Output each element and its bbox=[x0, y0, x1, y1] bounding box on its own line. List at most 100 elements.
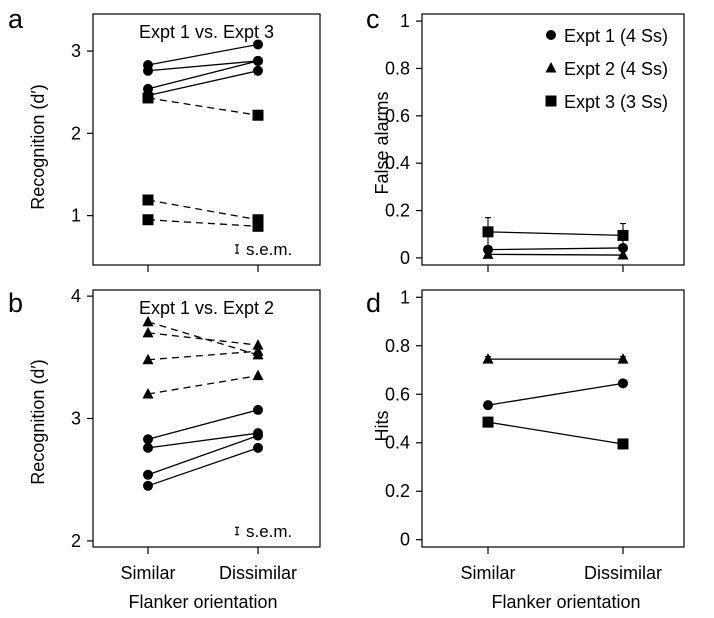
series-line-b bbox=[147, 350, 259, 361]
legend-marker-square bbox=[545, 95, 557, 107]
panel-letter-c: c bbox=[366, 4, 380, 34]
data-point-circle-b bbox=[253, 442, 263, 453]
series-line-a bbox=[147, 43, 259, 66]
plot-frame-c bbox=[421, 13, 685, 266]
series-line-b bbox=[147, 321, 259, 356]
y-axis-label-c: False alarms bbox=[372, 91, 392, 194]
data-point-triangle-d bbox=[617, 353, 629, 364]
plot-frame-a bbox=[92, 13, 321, 266]
y-axis-label-b: Recognition (d′) bbox=[28, 359, 48, 484]
plot-frame-d bbox=[421, 289, 685, 548]
data-point-circle-b bbox=[253, 404, 263, 415]
y-tick-label-a: 1 bbox=[71, 206, 81, 226]
x-tick-label-b: Dissimilar bbox=[219, 563, 297, 583]
series-line-c bbox=[487, 231, 624, 237]
y-tick-label-d: 0 bbox=[400, 530, 410, 550]
data-point-circle-a bbox=[143, 65, 153, 76]
series-line-b bbox=[147, 435, 259, 476]
panel-letter-d: d bbox=[366, 288, 381, 318]
plot-area-b: 2 3 4 Similar Dissimilar Expt 1 vs. Expt 2 s.e… bbox=[71, 286, 321, 583]
series-line-b bbox=[147, 375, 259, 395]
legend-label: Expt 2 (4 Ss) bbox=[564, 59, 668, 79]
x-tick-label-d: Dissimilar bbox=[584, 563, 662, 583]
y-tick-label-c: 0.8 bbox=[385, 58, 410, 78]
data-point-triangle-b bbox=[252, 345, 264, 356]
y-tick-label-a: 2 bbox=[71, 123, 81, 143]
data-point-triangle-b bbox=[142, 326, 154, 338]
y-tick-label-d: 0.4 bbox=[385, 433, 410, 453]
series-line-b bbox=[147, 432, 259, 449]
plot-area-a: 1 2 3 Expt 1 vs. Expt 3 s.e.m. bbox=[71, 13, 321, 272]
data-point-square-a bbox=[252, 220, 264, 232]
series-line-b bbox=[147, 409, 259, 440]
panel-a: a Recognition (d′) 1 2 3 Expt 1 vs. Expt 3 s… bbox=[8, 4, 321, 272]
series-line-d bbox=[487, 382, 624, 406]
legend-marker-circle bbox=[546, 30, 556, 40]
y-tick-label-c: 0 bbox=[400, 248, 410, 268]
data-point-square-d bbox=[482, 416, 494, 428]
series-line-a bbox=[147, 60, 259, 90]
data-point-circle-b bbox=[143, 434, 153, 445]
series-line-a bbox=[147, 199, 259, 221]
plot-area-d: 0 0.2 0.4 0.6 0.8 1 Similar Dissimilar bbox=[385, 287, 685, 583]
legend-label: Expt 3 (3 Ss) bbox=[564, 92, 668, 112]
data-point-square-a bbox=[142, 194, 154, 206]
panel-d: d Hits 0 0.2 0.4 0.6 0.8 1 Similar Dissimilar bbox=[366, 287, 685, 583]
panel-c: c False alarms 0 0.2 0.4 0.6 0.8 1 Expt 1 (4 S… bbox=[366, 4, 685, 272]
series-line-a bbox=[147, 219, 259, 227]
data-point-circle-b bbox=[143, 469, 153, 480]
y-tick-label-c: 1 bbox=[400, 11, 410, 31]
x-axis-label-right: Flanker orientation bbox=[491, 592, 640, 612]
panel-title-b: Expt 1 vs. Expt 2 bbox=[139, 298, 274, 318]
y-tick-label-c: 0.6 bbox=[385, 106, 410, 126]
panel-title-a: Expt 1 vs. Expt 3 bbox=[139, 22, 274, 42]
y-tick-label-d: 0.2 bbox=[385, 481, 410, 501]
plot-frame-b bbox=[92, 289, 321, 548]
data-point-circle-b bbox=[253, 430, 263, 441]
y-tick-label-b: 2 bbox=[71, 531, 81, 551]
series-line-b bbox=[147, 447, 259, 487]
series-line-c bbox=[487, 247, 624, 251]
data-point-circle-b bbox=[143, 480, 153, 491]
data-point-triangle-b bbox=[142, 315, 154, 327]
y-tick-label-d: 1 bbox=[400, 287, 410, 307]
y-tick-label-d: 0.8 bbox=[385, 336, 410, 356]
y-tick-label-b: 4 bbox=[71, 286, 81, 306]
data-point-circle-a bbox=[253, 55, 263, 66]
data-point-triangle-b bbox=[142, 353, 154, 365]
series-line-b bbox=[147, 332, 259, 346]
data-point-square-a bbox=[252, 109, 264, 121]
series-line-c bbox=[487, 253, 624, 256]
y-axis-label-d: Hits bbox=[372, 411, 392, 442]
sem-label-b: s.e.m. bbox=[246, 522, 292, 541]
sem-label-a: s.e.m. bbox=[246, 240, 292, 259]
panel-b: b Recognition (d′) 2 3 4 Similar Dissimilar E… bbox=[8, 286, 321, 583]
y-tick-label-a: 3 bbox=[71, 41, 81, 61]
y-tick-label-c: 0.2 bbox=[385, 201, 410, 221]
legend-marker-triangle bbox=[545, 62, 557, 73]
legend-label: Expt 1 (4 Ss) bbox=[564, 26, 668, 46]
panel-letter-b: b bbox=[8, 288, 23, 318]
series-line-a bbox=[147, 70, 259, 97]
data-point-triangle-b bbox=[252, 339, 264, 350]
data-point-square-a bbox=[252, 214, 264, 226]
data-point-square-c bbox=[617, 229, 629, 241]
data-point-triangle-c bbox=[617, 249, 629, 260]
series-line-a bbox=[147, 60, 259, 72]
plot-area-c: 0 0.2 0.4 0.6 0.8 1 Expt 1 (4 Ss) Expt 2 (4 Ss)… bbox=[385, 11, 685, 272]
data-point-triangle-d bbox=[482, 353, 494, 364]
series-line-d bbox=[487, 421, 624, 445]
data-point-square-d bbox=[617, 438, 629, 450]
data-point-square-a bbox=[142, 214, 154, 226]
data-point-triangle-c bbox=[482, 248, 494, 259]
data-point-circle-a bbox=[253, 39, 263, 50]
y-tick-label-b: 3 bbox=[71, 409, 81, 429]
y-tick-label-c: 0.4 bbox=[385, 153, 410, 173]
series-line-a bbox=[147, 97, 259, 116]
data-point-circle-b bbox=[143, 442, 153, 453]
data-point-circle-c bbox=[618, 242, 628, 253]
data-point-circle-d bbox=[618, 378, 628, 389]
data-point-circle-a bbox=[253, 65, 263, 76]
panel-letter-a: a bbox=[8, 4, 24, 34]
